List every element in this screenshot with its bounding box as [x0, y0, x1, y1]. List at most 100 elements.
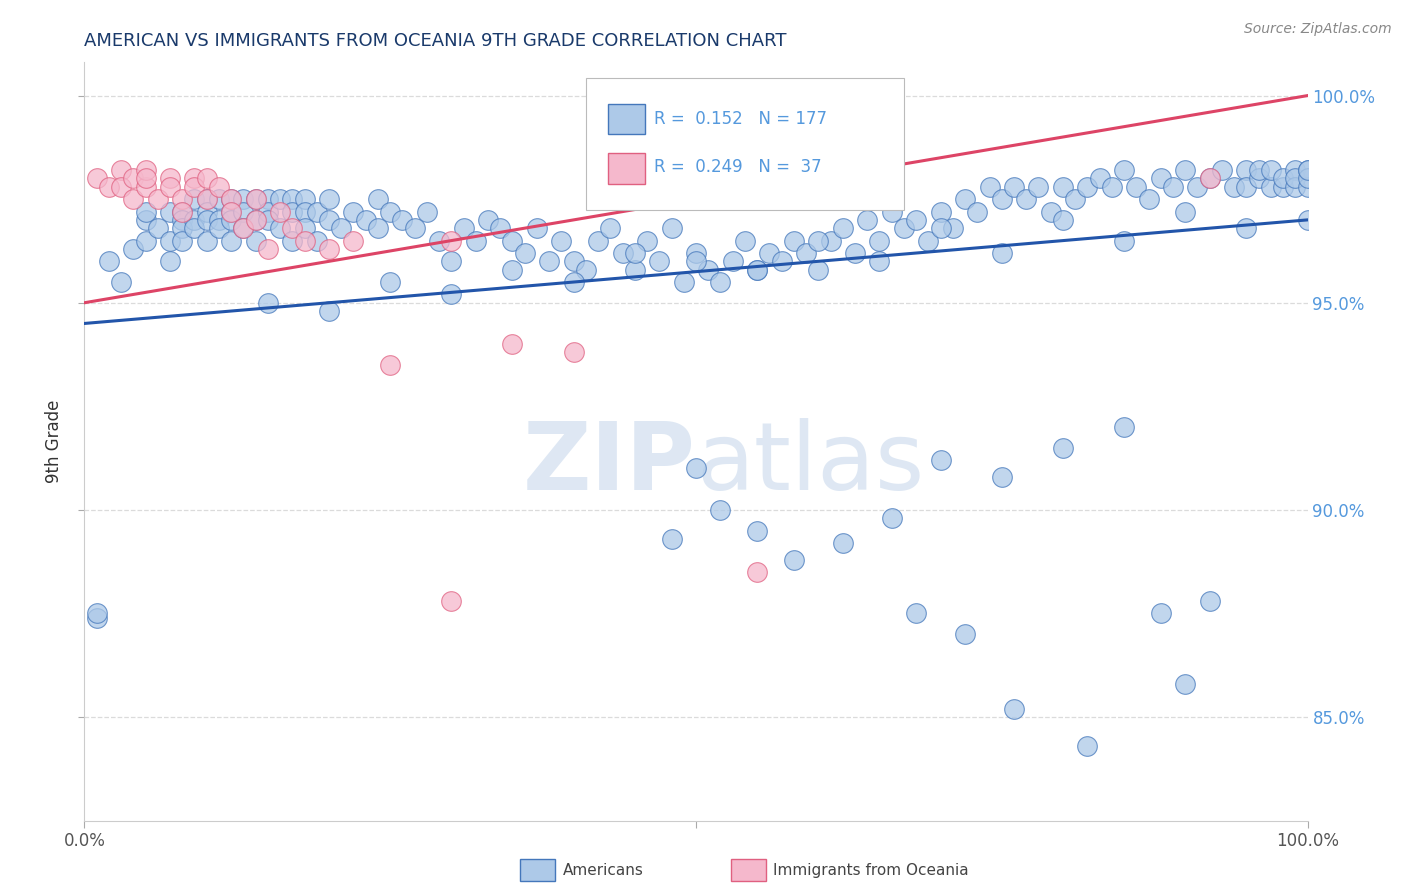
Point	[624, 246, 647, 260]
Point	[86, 171, 108, 186]
Point	[1211, 163, 1233, 178]
Point	[929, 221, 952, 235]
Point	[245, 234, 267, 248]
Point	[1076, 739, 1098, 753]
Point	[1236, 179, 1258, 194]
Text: Source: ZipAtlas.com: Source: ZipAtlas.com	[1244, 22, 1392, 37]
Point	[86, 607, 108, 621]
Point	[135, 163, 157, 178]
Point	[257, 204, 280, 219]
Point	[416, 204, 439, 219]
Point	[110, 163, 132, 178]
Point	[1296, 163, 1319, 178]
Point	[758, 246, 780, 260]
Point	[97, 254, 120, 268]
FancyBboxPatch shape	[586, 78, 904, 211]
Text: atlas: atlas	[696, 418, 924, 510]
Point	[747, 565, 769, 579]
Point	[1161, 179, 1184, 194]
Point	[1088, 171, 1111, 186]
Point	[502, 262, 524, 277]
Point	[1150, 607, 1173, 621]
Point	[1002, 702, 1025, 716]
Point	[86, 610, 108, 624]
Point	[1296, 171, 1319, 186]
Point	[953, 627, 976, 641]
Point	[440, 287, 463, 301]
Point	[245, 192, 267, 206]
Point	[1296, 163, 1319, 178]
Point	[1125, 179, 1147, 194]
Point	[1137, 192, 1160, 206]
Point	[721, 254, 744, 268]
Point	[1174, 204, 1197, 219]
Point	[404, 221, 426, 235]
Point	[122, 242, 145, 256]
Point	[697, 262, 720, 277]
Point	[1076, 179, 1098, 194]
Point	[219, 192, 242, 206]
Point	[219, 204, 242, 219]
Point	[991, 469, 1014, 483]
Text: R =  0.249   N =  37: R = 0.249 N = 37	[654, 158, 823, 176]
Point	[477, 213, 499, 227]
Point	[1114, 163, 1136, 178]
Point	[232, 221, 254, 235]
Point	[1284, 171, 1306, 186]
Point	[195, 192, 218, 206]
Point	[880, 511, 903, 525]
Point	[440, 594, 463, 608]
Point	[917, 234, 939, 248]
Point	[562, 254, 585, 268]
Point	[562, 345, 585, 359]
Point	[1296, 213, 1319, 227]
Point	[672, 275, 695, 289]
Point	[172, 234, 194, 248]
Point	[979, 179, 1001, 194]
Point	[380, 358, 402, 372]
Point	[562, 275, 585, 289]
Point	[1236, 163, 1258, 178]
Point	[1198, 171, 1220, 186]
Point	[1296, 179, 1319, 194]
Point	[869, 254, 891, 268]
Point	[747, 262, 769, 277]
Point	[502, 234, 524, 248]
Point	[661, 221, 683, 235]
Point	[685, 254, 707, 268]
Point	[183, 213, 205, 227]
Y-axis label: 9th Grade: 9th Grade	[45, 400, 63, 483]
Point	[159, 204, 181, 219]
Point	[685, 461, 707, 475]
Point	[575, 262, 598, 277]
Point	[208, 213, 231, 227]
Point	[391, 213, 413, 227]
Point	[172, 221, 194, 235]
Point	[195, 213, 218, 227]
Point	[232, 221, 254, 235]
Point	[318, 213, 340, 227]
Point	[294, 221, 316, 235]
Point	[648, 254, 671, 268]
FancyBboxPatch shape	[607, 104, 644, 135]
Point	[636, 234, 658, 248]
Point	[257, 242, 280, 256]
Point	[245, 192, 267, 206]
Point	[195, 234, 218, 248]
Point	[513, 246, 536, 260]
Point	[146, 221, 169, 235]
Point	[135, 171, 157, 186]
Point	[991, 192, 1014, 206]
Point	[489, 221, 512, 235]
Point	[747, 524, 769, 538]
Point	[869, 234, 891, 248]
Point	[183, 179, 205, 194]
Point	[880, 204, 903, 219]
Point	[1260, 163, 1282, 178]
Point	[586, 234, 609, 248]
Point	[624, 262, 647, 277]
Point	[538, 254, 561, 268]
Point	[685, 246, 707, 260]
Point	[807, 234, 830, 248]
Point	[942, 221, 965, 235]
